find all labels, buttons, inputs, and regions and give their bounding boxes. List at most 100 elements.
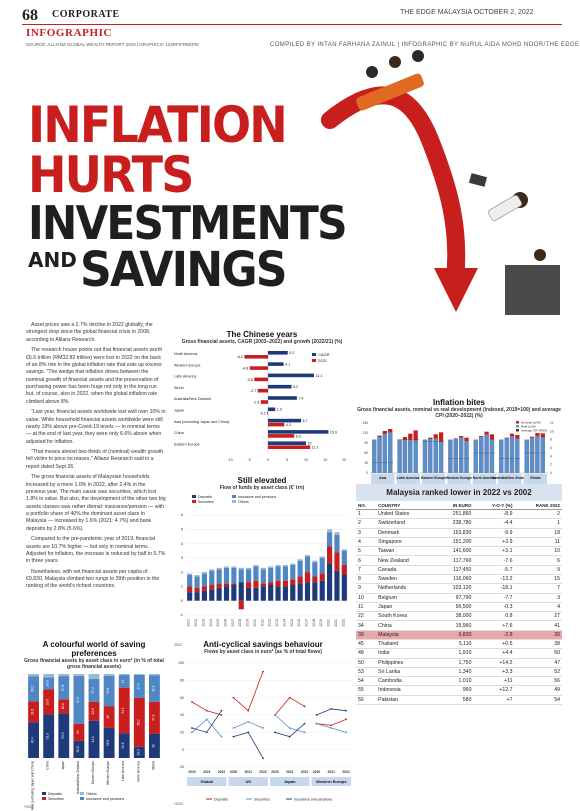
bar-segment-insurance-and-pensions <box>260 569 266 584</box>
x-tick-label: 2022 <box>342 770 350 774</box>
panel-band <box>228 777 268 786</box>
x-tick-label: 2021 <box>334 619 338 627</box>
bar-real <box>529 437 535 473</box>
y-tick-label: -20 <box>179 765 184 769</box>
bar-segment-securities <box>268 582 274 585</box>
x-tick-label: 2010 <box>253 619 257 627</box>
x-tick-label: 5 <box>286 458 288 462</box>
table-cell: 27 <box>514 611 562 622</box>
x-tick-label: 2016 <box>297 619 301 627</box>
bar-segment-deposits <box>187 592 193 601</box>
data-label: 4.1 <box>285 363 290 367</box>
x-tick-label: 2017 <box>305 619 309 627</box>
bar-segment-others <box>304 555 311 557</box>
table-cell: Philippines <box>376 658 436 668</box>
table-cell: +11 <box>473 676 515 687</box>
bar-segment-deposits <box>341 575 347 601</box>
chart-subtitle: Gross financial assets by asset class in… <box>24 658 164 670</box>
table-row: 2 Switzerland 238,780 -4.4 1 <box>356 518 562 529</box>
table-row: 53 Sri Lanka 1,340 +3.3 52 <box>356 667 562 678</box>
table-cell: New Zealand <box>376 555 436 566</box>
table-cell: +14.2 <box>473 658 515 668</box>
table-cell: 151,200 <box>435 537 474 548</box>
table-cell: India <box>376 648 436 659</box>
table-row: 39 Malaysia 9,830 -2.8 30 <box>356 630 562 640</box>
bar-real <box>377 437 382 473</box>
anticyclical-chart: Anti-cyclical savings behaviour Flows by… <box>172 640 354 811</box>
bar-segment-securities <box>118 687 130 734</box>
chart-title: The Chinese years <box>226 330 298 339</box>
bar-segment-securities <box>341 565 347 575</box>
bar-real <box>438 441 444 473</box>
article-paragraph: Compared to the pre-pandemic year of 201… <box>26 536 166 565</box>
inflation-bites-plot: 0 30 60 90 120 150 0 2 4 6 8 10 12 Asia Latin America E… <box>363 421 554 487</box>
legend-label: Nominal (LHS) <box>521 421 541 425</box>
y-tick-label: 5 <box>181 527 183 531</box>
table-cell: 9 <box>356 583 377 594</box>
bar-segment-others <box>73 674 85 676</box>
category-label: World <box>151 761 155 770</box>
category-label: Western Europe <box>174 363 201 367</box>
region-band <box>371 474 395 487</box>
category-label: Global <box>530 476 541 480</box>
data-point <box>220 714 223 716</box>
bar-segment-insurance-and-pensions <box>341 550 347 565</box>
x-tick-label: 2020 <box>327 619 331 627</box>
table-cell: 9,830 <box>435 630 474 640</box>
legend-label: Deposits <box>214 798 228 802</box>
bar-segment-securities <box>290 579 296 585</box>
bar-cagr <box>268 441 306 445</box>
bar-segment-insurance-and-pensions <box>149 675 160 702</box>
category-label: Japan <box>174 409 184 413</box>
chart-subtitle: Flows by asset class in euro* (as % of t… <box>204 649 322 655</box>
bar-2022 <box>260 400 268 404</box>
data-label: 31.3 <box>151 685 155 691</box>
data-label: 42.4 <box>31 737 35 743</box>
bar-segment-others <box>260 567 266 570</box>
bar-segment-deposits <box>304 582 311 601</box>
data-label: 44.2 <box>91 736 95 742</box>
data-label: 20.6 <box>76 746 80 752</box>
legend-label: Deposits <box>198 495 212 499</box>
y-tick-label: -1 <box>180 613 183 617</box>
region-band <box>396 474 420 487</box>
legend-swatch <box>80 792 84 795</box>
panel-label: Western Europe <box>316 779 347 784</box>
data-point <box>205 709 208 712</box>
bar-segment-others <box>194 575 200 577</box>
data-label: 29.6 <box>46 699 50 705</box>
data-point <box>345 709 347 712</box>
table-cell: 117,450 <box>435 565 474 575</box>
year-note: *2022 <box>174 802 183 806</box>
bar-segment-insurance-and-pensions <box>103 676 115 707</box>
y-tick-label-right: 4 <box>550 454 552 458</box>
table-cell: +4.4 <box>473 648 515 659</box>
data-point <box>330 724 333 727</box>
table-cell: 15,960 <box>435 620 474 631</box>
category-label: Western Europe <box>446 476 472 480</box>
article-paragraph: Nonetheless, with net financial assets p… <box>26 568 160 590</box>
bar-segment-others <box>334 532 340 535</box>
year-note: 2022 <box>174 643 182 647</box>
inflation-bites-chart: Inflation bites Gross financial assets, … <box>356 398 562 494</box>
data-point <box>191 727 193 729</box>
table-cell: 580 <box>435 695 474 705</box>
table-cell: +7 <box>473 695 515 705</box>
bar-segment-deposits <box>149 733 160 758</box>
bar-2022 <box>244 355 268 359</box>
falling-man-icon <box>468 173 528 221</box>
table-cell: 2 <box>356 518 377 529</box>
bar-segment-securities <box>43 689 55 715</box>
category-label: Japan <box>61 761 65 770</box>
bar-segment-deposits <box>103 727 115 758</box>
table-cell: 960 <box>435 685 474 696</box>
bar-segment-deposits <box>58 713 70 758</box>
bar-segment-deposits <box>43 714 55 758</box>
data-point <box>232 696 235 699</box>
table-cell: 10 <box>514 546 562 557</box>
legend-label: Insurance and pensions <box>86 797 124 801</box>
legend-label: Others <box>86 792 97 796</box>
legend-label: Securities <box>48 797 64 801</box>
y-tick-label: 0 <box>181 599 183 603</box>
